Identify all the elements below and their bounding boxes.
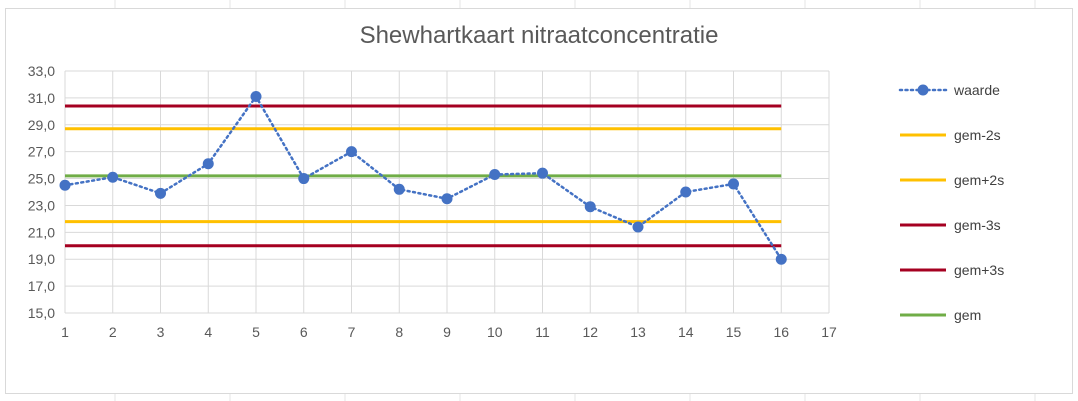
legend-item-waarde: waarde — [898, 80, 1000, 100]
legend-item-gem-3s: gem-3s — [898, 215, 1001, 235]
y-tick-label: 25,0 — [28, 171, 55, 187]
legend-item-gem: gem — [898, 305, 981, 325]
y-tick-label: 15,0 — [28, 305, 55, 321]
y-tick-label: 33,0 — [28, 63, 55, 79]
x-tick-label: 12 — [582, 324, 598, 340]
legend-swatch — [900, 313, 946, 317]
legend-label: gem-3s — [954, 217, 1001, 233]
legend-label: gem+3s — [954, 262, 1005, 278]
y-tick-label: 29,0 — [28, 117, 55, 133]
x-tick-label: 14 — [678, 324, 694, 340]
data-point — [298, 173, 310, 185]
legend-item-gem-2s: gem-2s — [898, 125, 1001, 145]
x-tick-label: 17 — [821, 324, 837, 340]
y-tick-label: 23,0 — [28, 197, 55, 213]
data-series — [59, 91, 787, 265]
y-tick-label: 17,0 — [28, 278, 55, 294]
y-tick-label: 21,0 — [28, 224, 55, 240]
chart-title: Shewhartkaart nitraatconcentratie — [359, 22, 719, 49]
reference-lines — [65, 104, 782, 248]
data-point — [155, 187, 166, 199]
legend-label: waarde — [954, 82, 1000, 98]
x-tick-label: 9 — [443, 324, 451, 340]
x-tick-label: 16 — [773, 324, 789, 340]
legend-swatch — [900, 133, 946, 137]
x-tick-label: 8 — [395, 324, 403, 340]
legend-swatch — [898, 84, 948, 96]
x-tick-label: 7 — [348, 324, 356, 340]
data-point — [680, 186, 692, 198]
data-point — [59, 179, 71, 191]
data-point — [107, 171, 119, 183]
x-tick-label: 6 — [300, 324, 308, 340]
data-point — [202, 158, 214, 170]
x-tick-label: 3 — [157, 324, 165, 340]
data-point — [346, 146, 357, 158]
y-axis-ticks: 15,0 17,0 19,0 21,0 23,0 25,0 27,0 29,0 31,0 33,0 — [28, 63, 55, 321]
chart-area[interactable] — [5, 8, 1073, 394]
data-point — [537, 167, 548, 179]
x-tick-label: 1 — [61, 324, 69, 340]
y-tick-label: 31,0 — [28, 90, 55, 106]
legend-item-gem+3s: gem+3s — [898, 260, 1004, 280]
data-point — [775, 253, 787, 265]
x-tick-label: 5 — [252, 324, 260, 340]
x-tick-label: 13 — [630, 324, 646, 340]
legend-item-gem+2s: gem+2s — [898, 170, 1004, 190]
legend-label: gem+2s — [954, 172, 1005, 188]
legend-swatch — [900, 268, 946, 272]
legend-marker — [917, 84, 929, 96]
data-point — [632, 221, 644, 233]
x-tick-label: 2 — [109, 324, 117, 340]
x-tick-label: 10 — [487, 324, 503, 340]
legend-label: gem — [954, 307, 982, 323]
data-point — [393, 183, 405, 195]
legend-swatch — [900, 178, 946, 182]
y-tick-label: 19,0 — [28, 251, 55, 267]
x-tick-label: 11 — [535, 324, 550, 340]
legend-label: gem-2s — [954, 127, 1001, 143]
data-point — [489, 169, 501, 181]
x-tick-label: 15 — [726, 324, 742, 340]
y-tick-label: 27,0 — [28, 144, 55, 160]
data-point — [441, 193, 453, 205]
x-axis-ticks: 1 2 3 4 5 6 7 8 9 10 11 12 13 14 15 16 17 — [61, 324, 837, 340]
series-line-waarde — [63, 94, 783, 261]
legend-swatch — [900, 223, 946, 227]
data-point — [728, 178, 739, 190]
data-point — [250, 91, 262, 103]
x-tick-label: 4 — [204, 324, 212, 340]
data-point — [584, 201, 596, 213]
